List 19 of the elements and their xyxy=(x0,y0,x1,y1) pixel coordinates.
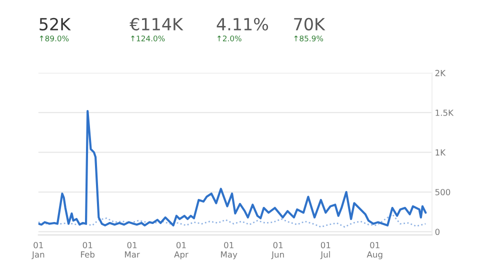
y-tick-label: 1K xyxy=(436,149,446,156)
text: 52K xyxy=(40,18,71,30)
text: 4.11% xyxy=(216,18,268,30)
text: 70K xyxy=(294,18,326,30)
x-tick-label: 01 Jul xyxy=(320,242,330,260)
x-tick-label: 01 Jun xyxy=(271,242,284,260)
x-tick-label: 01 Jan xyxy=(32,242,44,260)
line-series xyxy=(38,110,427,226)
x-tick-label: 01 Aug xyxy=(366,242,382,260)
y-tick-label: 0 xyxy=(435,228,440,236)
y-tick-label: 2K xyxy=(435,70,446,76)
x-tick-label: 01 Mar xyxy=(124,242,140,258)
y-tick-label: 500 xyxy=(435,189,450,196)
x-tick-label: 01 Feb xyxy=(81,242,95,258)
x-tick-label: 01 Apr xyxy=(174,242,188,260)
y-tick-label: 1.5K xyxy=(436,110,454,116)
x-tick-label: 01 May xyxy=(221,242,238,260)
line-series xyxy=(38,214,426,228)
text: €114K xyxy=(130,18,184,30)
